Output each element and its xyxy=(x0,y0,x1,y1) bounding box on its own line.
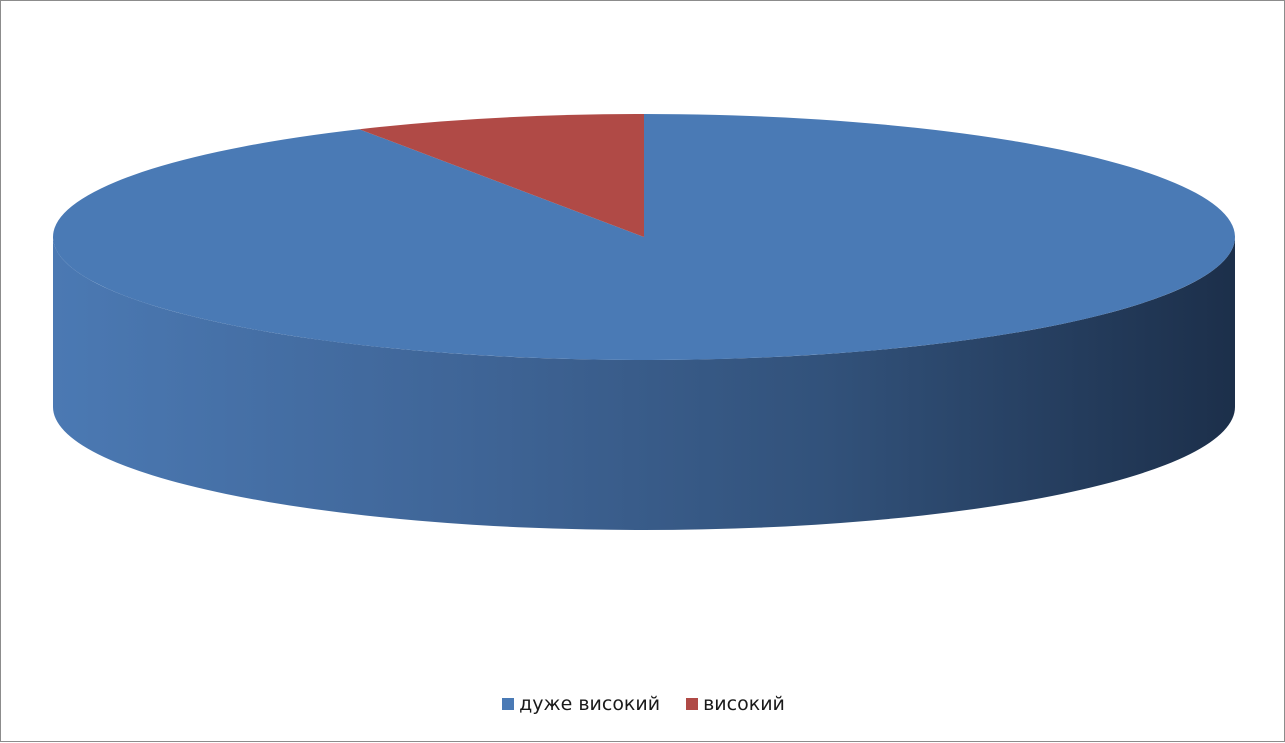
pie-slice-high xyxy=(359,114,644,237)
legend-label-very-high: дуже високий xyxy=(519,693,661,715)
legend-item-high: високий xyxy=(686,693,785,715)
pie-slice-very-high xyxy=(52,114,1235,360)
pie-side-wall xyxy=(53,237,1235,530)
legend-label-high: високий xyxy=(703,693,785,715)
legend-swatch-very-high xyxy=(502,698,515,710)
legend: дуже високий високий xyxy=(1,693,1285,715)
legend-item-very-high: дуже високий xyxy=(502,693,660,715)
legend-swatch-high xyxy=(686,698,699,710)
